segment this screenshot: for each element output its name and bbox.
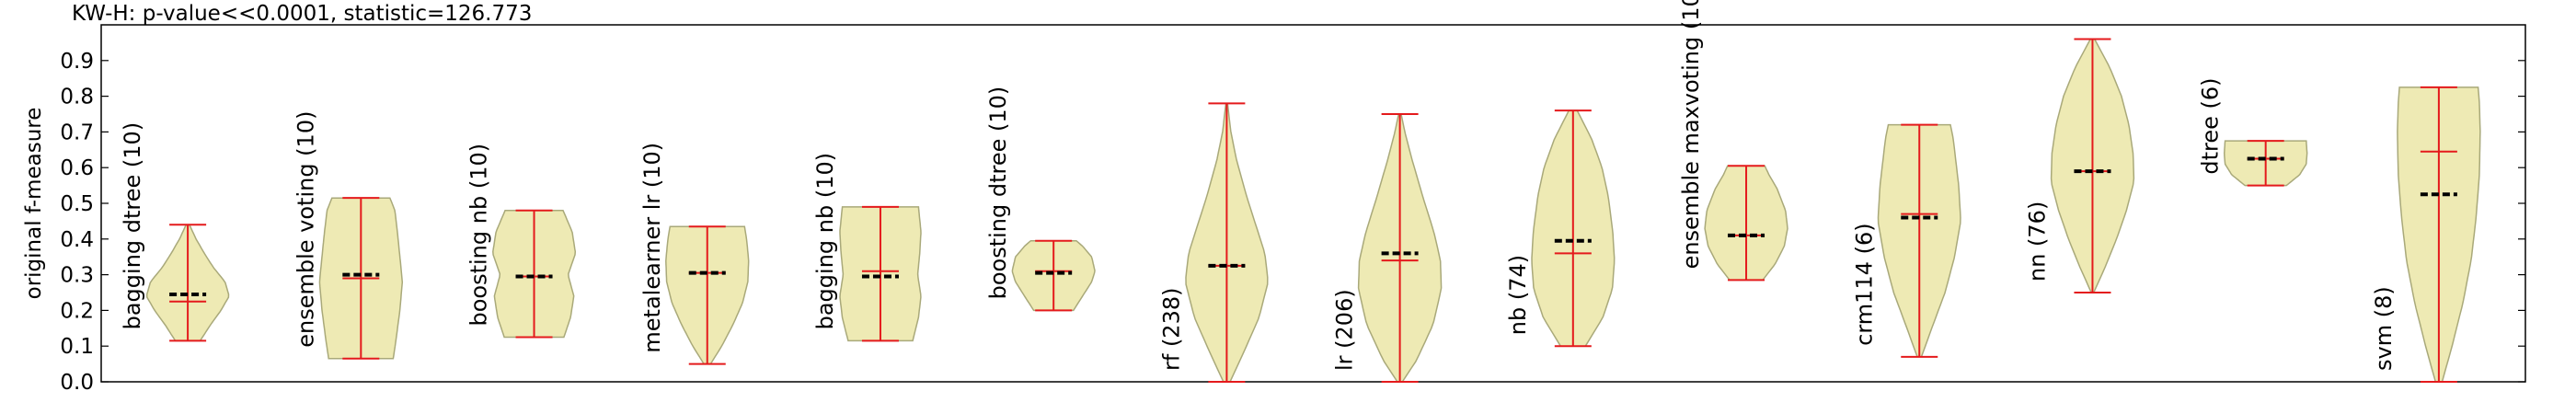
y-tick-label: 0.3 — [60, 264, 94, 288]
y-tick-label: 0.9 — [60, 50, 94, 74]
category-label: nb (74) — [1505, 255, 1531, 335]
category-labels: bagging dtree (10) ensemble voting (10) bo… — [120, 0, 2397, 371]
violins — [145, 38, 2481, 383]
category-label: bagging nb (10) — [812, 153, 838, 330]
category-label: boosting dtree (10) — [985, 86, 1011, 300]
y-tick-label: 0.5 — [60, 192, 94, 216]
category-label: boosting nb (10) — [466, 144, 492, 327]
y-tick-label: 0.7 — [60, 121, 94, 144]
y-tick-label: 0.8 — [60, 86, 94, 109]
category-label: crm114 (6) — [1851, 223, 1877, 345]
y-tick-label: 0.1 — [60, 335, 94, 359]
chart-title: KW-H: p-value<<0.0001, statistic=126.773 — [72, 2, 532, 26]
category-label: metalearner lr (10) — [639, 143, 665, 353]
y-axis-label: original f-measure — [22, 108, 46, 300]
category-label: nn (76) — [2024, 201, 2050, 282]
y-tick-label: 0.4 — [60, 228, 94, 252]
category-label: ensemble maxvoting (10) — [1678, 0, 1704, 269]
category-label: svm (8) — [2371, 286, 2397, 371]
category-label: lr (206) — [1332, 289, 1358, 371]
y-tick-label: 0.6 — [60, 156, 94, 180]
category-label: ensemble voting (10) — [293, 111, 318, 348]
y-tick-label: 0.2 — [60, 299, 94, 323]
y-tick-label: 0.0 — [60, 371, 94, 395]
category-label: bagging dtree (10) — [120, 122, 145, 330]
category-label: rf (238) — [1158, 288, 1184, 371]
y-axis: 0.0 0.1 0.2 0.3 0.4 0.5 0.6 0.7 0.8 0.9 — [60, 50, 2525, 395]
plot-frame — [100, 24, 2526, 383]
category-label: dtree (6) — [2198, 77, 2224, 174]
